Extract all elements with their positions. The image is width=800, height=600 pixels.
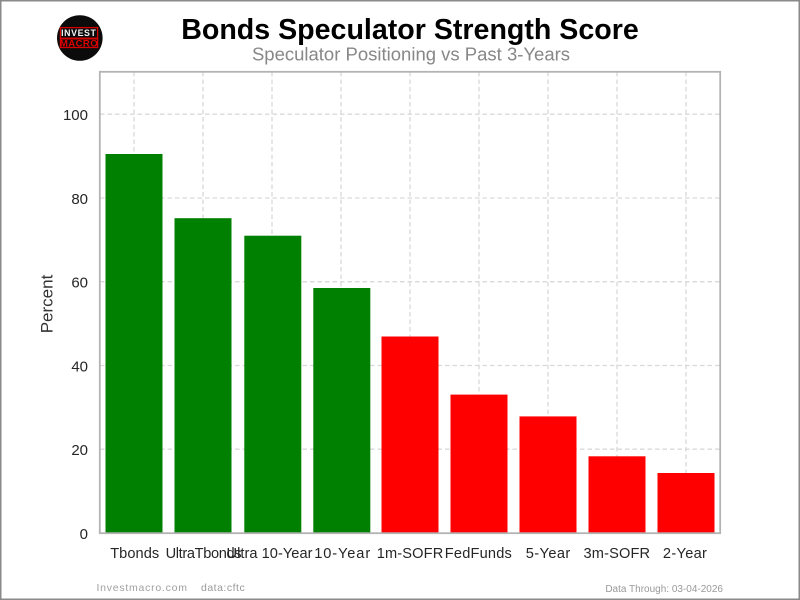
svg-text:MACRO: MACRO [60,39,98,50]
svg-text:Ultra 10-Year: Ultra 10-Year [227,546,313,562]
svg-text:FedFunds: FedFunds [445,546,512,562]
svg-text:2-Year: 2-Year [663,546,707,562]
svg-text:Bonds Speculator Strength Scor: Bonds Speculator Strength Score [181,14,639,46]
svg-text:Tbonds: Tbonds [110,546,159,562]
svg-text:data:cftc: data:cftc [201,582,245,594]
svg-text:1m-SOFR: 1m-SOFR [377,546,444,562]
svg-text:60: 60 [71,275,88,292]
svg-text:80: 80 [71,191,88,208]
svg-text:100: 100 [63,107,88,124]
svg-text:0: 0 [80,526,88,543]
svg-text:10-Year: 10-Year [314,546,370,562]
svg-text:Investmacro.com: Investmacro.com [97,582,188,594]
svg-text:5-Year: 5-Year [526,546,571,562]
svg-text:40: 40 [71,359,88,376]
svg-text:3m-SOFR: 3m-SOFR [584,546,651,562]
svg-text:INVEST: INVEST [61,28,96,38]
svg-text:Data Through: 03-04-2026: Data Through: 03-04-2026 [605,584,723,595]
svg-text:Percent: Percent [38,274,57,333]
svg-text:Speculator Positioning vs Past: Speculator Positioning vs Past 3-Years [252,44,570,65]
svg-text:20: 20 [71,442,88,459]
svg-text:UltraTbonds: UltraTbonds [166,546,242,562]
